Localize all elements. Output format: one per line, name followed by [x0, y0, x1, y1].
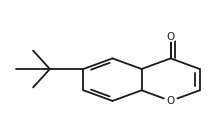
Text: O: O: [167, 96, 175, 106]
Circle shape: [164, 97, 177, 105]
Circle shape: [164, 33, 177, 41]
Text: O: O: [167, 32, 175, 42]
